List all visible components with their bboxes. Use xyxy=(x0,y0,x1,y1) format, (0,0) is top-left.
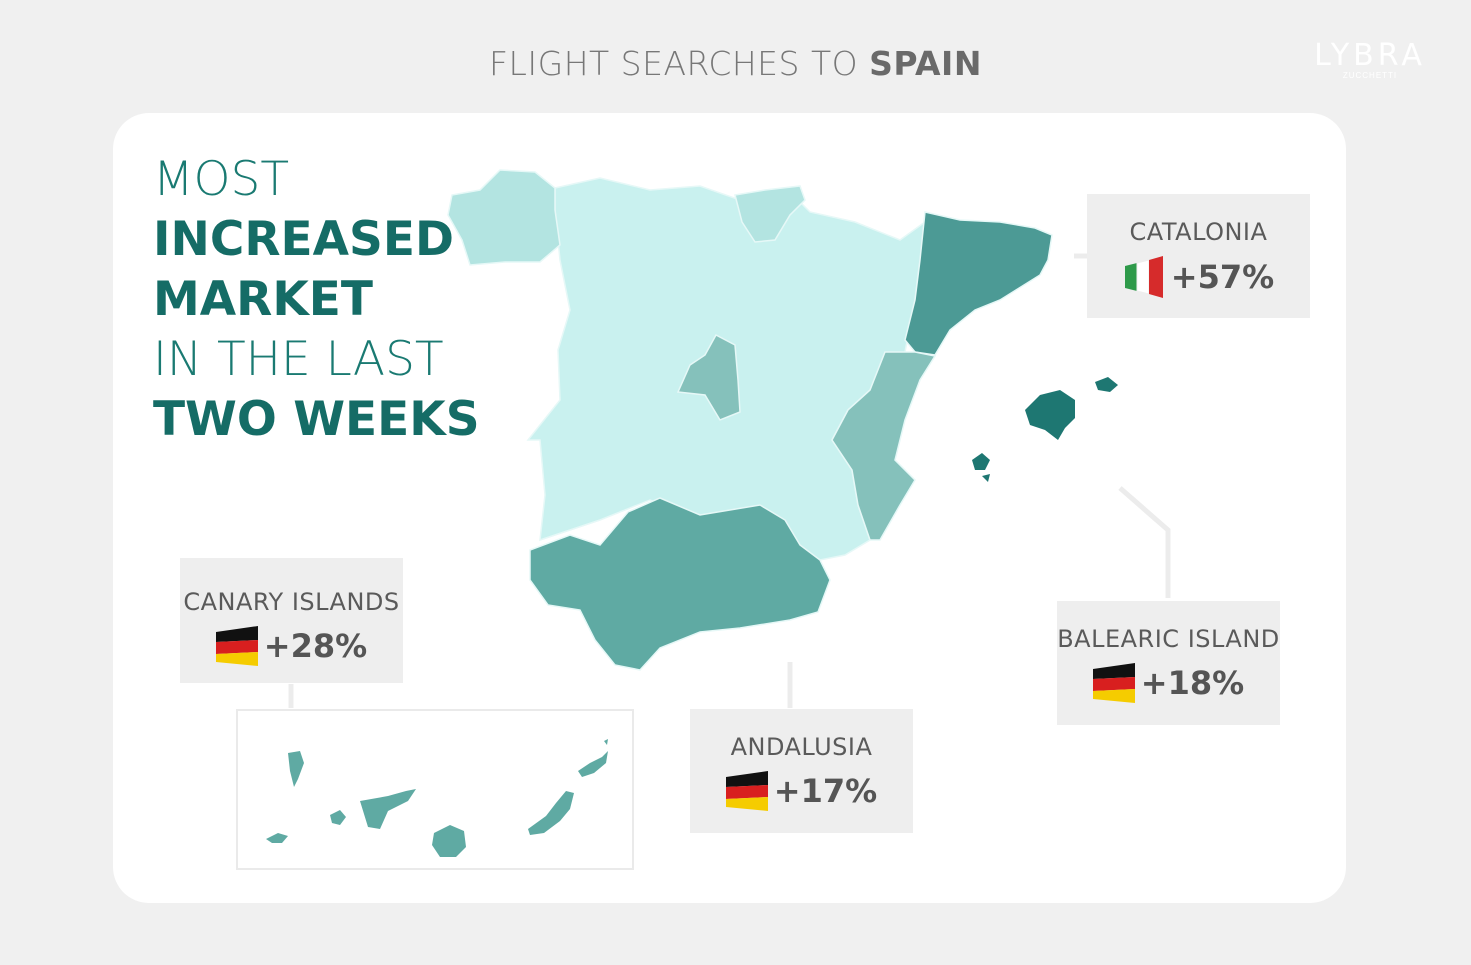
headline-line-1: MOST xyxy=(153,152,290,207)
change-value: +17% xyxy=(773,772,878,810)
germany-flag-icon xyxy=(725,771,768,811)
region-catalonia xyxy=(904,211,1053,356)
headline-line-4: IN THE LAST xyxy=(153,332,444,387)
island-formentera xyxy=(982,474,990,482)
callout-canary-islands: CANARY ISLANDS +28% xyxy=(180,558,403,683)
region-madrid xyxy=(676,333,741,421)
title-country: SPAIN xyxy=(869,44,982,83)
island-tenerife xyxy=(360,789,416,829)
lybra-logo: LYBRA ZUCCHETTI xyxy=(1310,38,1430,80)
region-galicia xyxy=(447,169,561,266)
callout-andalusia: ANDALUSIA +17% xyxy=(690,709,913,833)
callout-balearic-island: BALEARIC ISLAND +18% xyxy=(1057,601,1280,725)
island-fuerteventura xyxy=(528,791,574,835)
island-ibiza xyxy=(972,453,990,470)
connector-lines xyxy=(288,253,1171,708)
change-value: +57% xyxy=(1170,258,1275,296)
region-andalusia xyxy=(529,497,831,671)
change-value: +18% xyxy=(1140,664,1245,702)
headline-line-2: INCREASED xyxy=(153,212,454,267)
logo-word: LYBRA xyxy=(1314,38,1426,73)
callout-catalonia: CATALONIA +57% xyxy=(1087,194,1310,318)
region-name: CATALONIA xyxy=(1129,218,1268,246)
headline-line-5: TWO WEEKS xyxy=(153,392,480,447)
change-value: +28% xyxy=(263,627,368,665)
region-valencia xyxy=(831,351,937,541)
island-graciosa xyxy=(604,739,608,745)
region-name: BALEARIC ISLAND xyxy=(1057,625,1280,653)
italy-flag-icon xyxy=(1124,256,1163,298)
island-la-palma xyxy=(288,751,304,787)
germany-flag-icon xyxy=(1092,663,1135,703)
island-lanzarote xyxy=(578,751,608,777)
island-gran-canaria xyxy=(432,825,466,857)
island-mallorca xyxy=(1025,390,1075,440)
connector-balearic xyxy=(1118,486,1171,598)
canary-islands-map xyxy=(266,739,608,857)
island-menorca xyxy=(1095,377,1118,392)
region-name: ANDALUSIA xyxy=(730,733,873,761)
germany-flag-icon xyxy=(215,626,258,666)
canary-islands-inset xyxy=(236,709,634,870)
balearic-islands xyxy=(972,377,1118,482)
region-basque xyxy=(734,185,806,243)
title-prefix: FLIGHT SEARCHES TO xyxy=(489,44,870,83)
headline: MOST INCREASED MARKET IN THE LAST TWO WE… xyxy=(153,150,480,450)
page-title: FLIGHT SEARCHES TO SPAIN xyxy=(0,44,1471,83)
region-name: CANARY ISLANDS xyxy=(183,588,400,616)
island-el-hierro xyxy=(266,833,288,843)
headline-line-3: MARKET xyxy=(153,272,373,327)
logo-sub: ZUCCHETTI xyxy=(1342,71,1398,80)
island-la-gomera xyxy=(330,810,346,825)
